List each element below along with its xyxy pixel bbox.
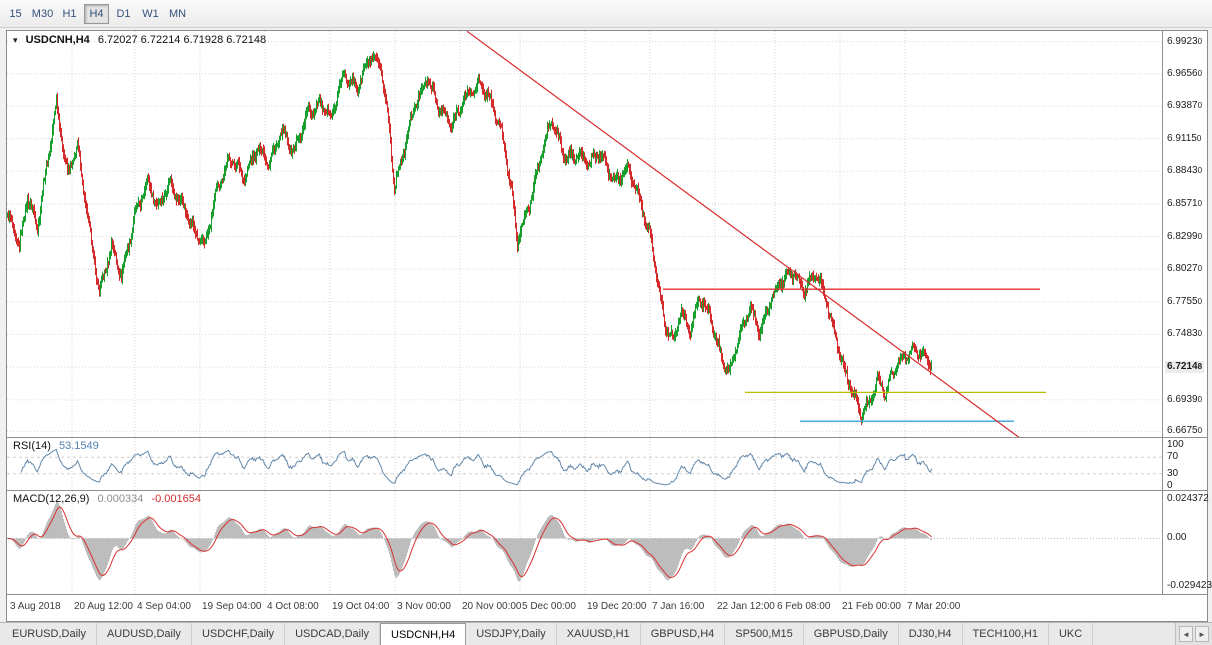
time-axis-label: 22 Jan 12:00 <box>717 601 775 612</box>
price-axis-label: 6.96560 <box>1167 67 1203 79</box>
chart-tab-eurusd-daily[interactable]: EURUSD,Daily <box>2 623 97 645</box>
time-axis-label: 19 Sep 04:00 <box>202 601 262 612</box>
chart-marker-icon: ▾ <box>13 35 18 45</box>
period-button-15[interactable]: 15 <box>9 7 22 20</box>
time-axis-label: 19 Oct 04:00 <box>332 601 390 612</box>
macd-signal-line <box>7 506 932 579</box>
period-button-mn[interactable]: MN <box>168 7 187 20</box>
time-axis-label: 4 Sep 04:00 <box>137 601 191 612</box>
rsi-header: RSI(14) 53.1549 <box>13 440 104 452</box>
chart-tab-gbpusd-daily[interactable]: GBPUSD,Daily <box>803 623 899 645</box>
rsi-level-label: 0 <box>1167 480 1173 491</box>
macd-signal-value: -0.001654 <box>151 493 201 505</box>
period-button-h4[interactable]: H4 <box>84 3 109 24</box>
time-axis-label: 20 Aug 12:00 <box>74 601 133 612</box>
rsi-indicator-panel[interactable] <box>7 438 1162 490</box>
time-axis-label: 20 Nov 00:00 <box>462 601 522 612</box>
time-axis[interactable]: 3 Aug 2018 20 Aug 12:00 4 Sep 04:00 19 Sep … <box>7 595 1162 621</box>
candles-up <box>7 51 932 424</box>
time-axis-label: 6 Feb 08:00 <box>777 601 831 612</box>
price-axis-label: 6.69390 <box>1167 393 1203 405</box>
current-price-label: 6.72148 <box>1165 360 1205 373</box>
price-axis-label: 6.77550 <box>1167 295 1203 307</box>
price-axis-label: 6.74830 <box>1167 328 1203 340</box>
chart-tab-tech100-h1[interactable]: TECH100,H1 <box>962 623 1049 645</box>
price-axis-label: 6.88430 <box>1167 165 1203 177</box>
chart-tab-gbpusd-h4[interactable]: GBPUSD,H4 <box>640 623 726 645</box>
time-axis-label: 7 Mar 20:00 <box>907 601 961 612</box>
macd-axis-label: 0.00 <box>1167 532 1187 544</box>
chart-tab-ukc[interactable]: UKC <box>1048 623 1094 645</box>
macd-name: MACD(12,26,9) <box>13 493 90 505</box>
period-button-d1[interactable]: D1 <box>116 7 131 20</box>
chart-ohlc-values: 6.72027 6.72214 6.71928 6.72148 <box>97 34 267 46</box>
rsi-name: RSI(14) <box>13 440 51 452</box>
candles-down <box>8 52 931 426</box>
panel-divider[interactable] <box>7 490 1207 491</box>
chart-header: ▾ USDCNH,H4 6.72027 6.72214 6.71928 6.72… <box>13 34 271 46</box>
chart-tab-usdcnh-h4[interactable]: USDCNH,H4 <box>380 623 467 645</box>
chart-tab-usdchf-daily[interactable]: USDCHF,Daily <box>191 623 286 645</box>
time-axis-label: 4 Oct 08:00 <box>267 601 319 612</box>
chart-symbol-period: USDCNH,H4 <box>25 34 90 46</box>
rsi-line <box>21 448 932 486</box>
macd-main-value: 0.000334 <box>97 493 144 505</box>
price-axis-separator <box>1162 31 1163 594</box>
price-axis-label: 6.85710 <box>1167 197 1203 209</box>
chart-tab-dj30-h4[interactable]: DJ30,H4 <box>898 623 963 645</box>
time-axis-label: 5 Dec 00:00 <box>522 601 576 612</box>
time-axis-label: 3 Nov 00:00 <box>397 601 451 612</box>
price-axis-label: 6.80270 <box>1167 263 1203 275</box>
chart-window: ▾ USDCNH,H4 6.72027 6.72214 6.71928 6.72… <box>6 30 1212 622</box>
chart-tab-usdjpy-daily[interactable]: USDJPY,Daily <box>466 623 557 645</box>
panel-divider[interactable] <box>7 437 1207 438</box>
price-axis-label: 6.91150 <box>1167 132 1202 144</box>
rsi-level-label: 70 <box>1167 451 1179 463</box>
period-button-m30[interactable]: M30 <box>31 7 54 20</box>
tab-scroll-arrows: ◄ ► <box>1175 623 1212 645</box>
price-axis[interactable]: 6.99230 6.96560 6.93870 6.91150 6.88430 6.857… <box>1163 31 1212 594</box>
macd-header: MACD(12,26,9) 0.000334 -0.001654 <box>13 493 206 505</box>
rsi-value: 53.1549 <box>58 440 99 452</box>
time-axis-label: 7 Jan 16:00 <box>652 601 705 612</box>
price-axis-label: 6.99230 <box>1167 35 1203 47</box>
period-button-h1[interactable]: H1 <box>62 7 77 20</box>
macd-histogram <box>8 501 932 582</box>
macd-axis-label: -0.029423 <box>1167 580 1212 591</box>
price-axis-label: 6.66750 <box>1167 425 1203 437</box>
time-axis-label: 3 Aug 2018 <box>10 601 61 612</box>
chart-tab-usdcad-daily[interactable]: USDCAD,Daily <box>285 623 381 645</box>
chart-tab-audusd-daily[interactable]: AUDUSD,Daily <box>96 623 192 645</box>
price-axis-label: 6.93870 <box>1167 100 1203 111</box>
tabs-scroll-left-button[interactable]: ◄ <box>1179 626 1193 642</box>
period-button-w1[interactable]: W1 <box>142 7 159 20</box>
descending-trendline[interactable] <box>466 31 1028 437</box>
rsi-level-label: 100 <box>1167 439 1184 450</box>
time-axis-border <box>7 594 1207 595</box>
time-axis-label: 21 Feb 00:00 <box>842 601 901 612</box>
rsi-level-label: 30 <box>1167 467 1179 479</box>
chart-tabs: EURUSD,Daily AUDUSD,Daily USDCHF,Daily USDC… <box>0 623 1175 645</box>
tabs-scroll-right-button[interactable]: ► <box>1195 626 1209 642</box>
timeframe-toolbar: 15 M30 H1 H4 D1 W1 MN <box>0 0 1212 28</box>
macd-indicator-panel[interactable] <box>7 491 1162 594</box>
main-price-chart[interactable] <box>7 31 1162 437</box>
chart-tab-xauusd-h1[interactable]: XAUUSD,H1 <box>556 623 641 645</box>
price-axis-label: 6.82990 <box>1167 230 1203 242</box>
chart-tab-bar: EURUSD,Daily AUDUSD,Daily USDCHF,Daily USDC… <box>0 622 1212 645</box>
chart-tab-sp500-m15[interactable]: SP500,M15 <box>725 623 804 645</box>
time-axis-label: 19 Dec 20:00 <box>587 601 647 612</box>
macd-axis-label: 0.024372 <box>1167 493 1209 504</box>
